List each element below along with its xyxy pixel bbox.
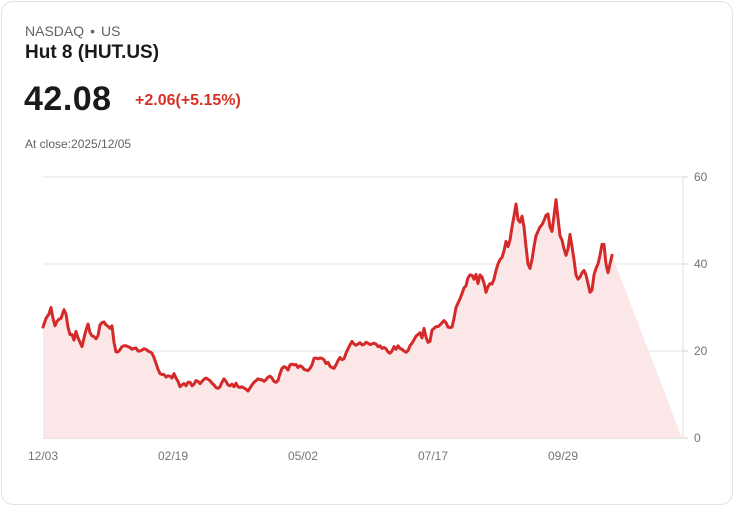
y-tick-label: 20: [694, 344, 708, 358]
x-tick-label: 09/29: [548, 449, 578, 463]
x-axis: 12/03 02/19 05/02 07/17 09/29: [28, 449, 578, 463]
y-tick-label: 0: [694, 431, 701, 445]
price-area: [43, 199, 682, 438]
price-line: [41, 198, 614, 393]
x-tick-label: 07/17: [418, 449, 448, 463]
y-tick-label: 40: [694, 257, 708, 271]
x-tick-label: 12/03: [28, 449, 58, 463]
y-axis: 0 20 40 60: [682, 170, 708, 445]
exchange-name: NASDAQ: [25, 23, 85, 39]
price-change: +2.06(+5.15%): [135, 92, 241, 109]
stock-title: Hut 8 (HUT.US): [25, 42, 160, 63]
country-code: US: [101, 23, 121, 39]
y-tick-label: 60: [694, 170, 708, 184]
separator-dot: •: [90, 23, 96, 39]
close-date: At close:2025/12/05: [25, 137, 132, 151]
exchange-line: NASDAQ • US: [25, 23, 120, 39]
x-tick-label: 05/02: [288, 449, 318, 463]
current-price: 42.08: [24, 80, 112, 118]
x-tick-label: 02/19: [158, 449, 188, 463]
